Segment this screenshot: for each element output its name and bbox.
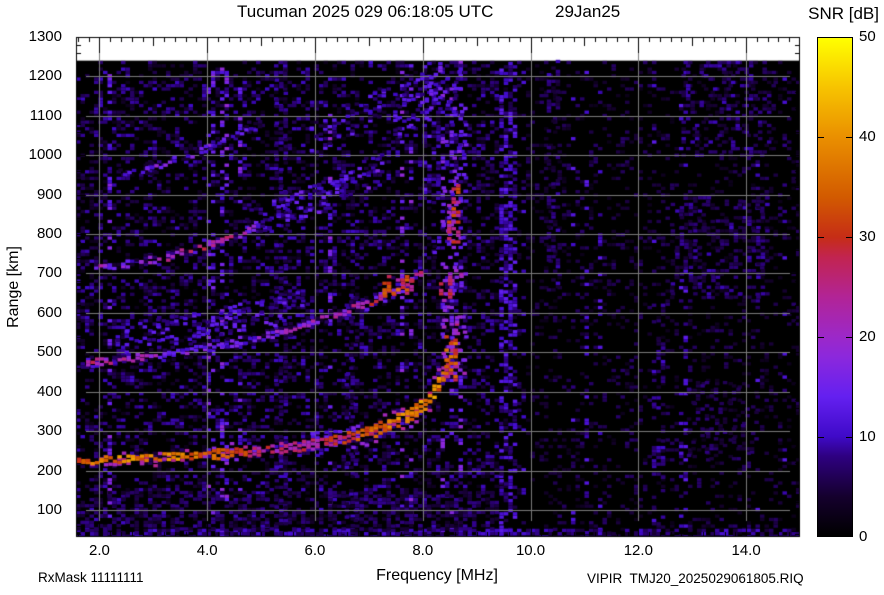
y-tick-label: 900 bbox=[36, 185, 62, 203]
colorbar-tick-label: 30 bbox=[859, 228, 876, 245]
colorbar-title: SNR [dB] bbox=[808, 4, 879, 23]
title-date: 29Jan25 bbox=[555, 2, 621, 21]
colorbar bbox=[817, 37, 853, 537]
rxmask-label: RxMask 11111111 bbox=[38, 570, 144, 585]
x-tick-label: 6.0 bbox=[304, 542, 326, 559]
colorbar-tick-label: 50 bbox=[859, 28, 876, 45]
x-tick-label: 12.0 bbox=[623, 542, 653, 559]
x-axis-label: Frequency [MHz] bbox=[376, 567, 498, 584]
colorbar-tick-mark bbox=[817, 437, 824, 438]
colorbar-tick-mark bbox=[846, 237, 853, 238]
x-tick-label: 14.0 bbox=[731, 542, 761, 559]
x-tick-label: 10.0 bbox=[515, 542, 546, 559]
y-tick-label: 500 bbox=[36, 343, 62, 361]
colorbar-tick-mark bbox=[817, 137, 824, 138]
x-tick-label: 4.0 bbox=[196, 542, 218, 559]
y-tick-label: 600 bbox=[36, 303, 62, 321]
colorbar-tick-mark bbox=[846, 337, 853, 338]
y-tick-label: 1200 bbox=[28, 67, 62, 85]
colorbar-tick-label: 40 bbox=[859, 128, 876, 145]
colorbar-tick-label: 10 bbox=[859, 428, 876, 445]
y-tick-label: 1000 bbox=[28, 146, 62, 164]
y-tick-label: 1100 bbox=[29, 106, 62, 124]
y-tick-label: 300 bbox=[36, 422, 62, 440]
colorbar-tick-mark bbox=[846, 137, 853, 138]
colorbar-tick-label: 20 bbox=[859, 328, 876, 345]
title-station-time: Tucuman 2025 029 06:18:05 UTC bbox=[237, 2, 494, 21]
y-tick-label: 700 bbox=[36, 264, 62, 282]
x-tick-label: 8.0 bbox=[412, 542, 434, 559]
plot-title: Tucuman 2025 029 06:18:05 UTC 29Jan25 bbox=[0, 2, 884, 24]
colorbar-tick-mark bbox=[817, 337, 824, 338]
colorbar-tick-mark bbox=[817, 237, 824, 238]
y-tick-label: 1300 bbox=[28, 28, 62, 45]
colorbar-tick-mark bbox=[846, 437, 853, 438]
y-tick-label: 800 bbox=[36, 225, 62, 243]
x-tick-label: 2.0 bbox=[89, 542, 110, 559]
y-tick-label: 200 bbox=[36, 461, 62, 479]
y-tick-label: 400 bbox=[36, 382, 62, 400]
y-tick-label: 100 bbox=[36, 500, 62, 518]
filename-label: VIPIR TMJ20_2025029061805.RIQ bbox=[587, 571, 804, 586]
colorbar-tick-label: 0 bbox=[859, 528, 868, 545]
